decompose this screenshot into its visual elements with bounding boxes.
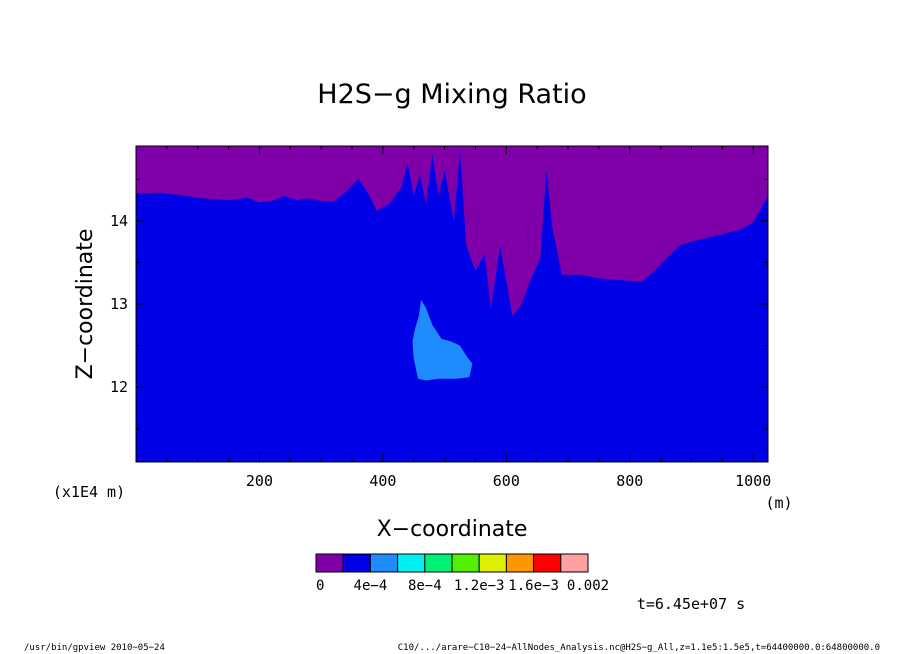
colorbar-swatch: [533, 553, 562, 573]
x-tick-label: 800: [616, 472, 643, 490]
colorbar-swatch: [451, 553, 480, 573]
footer-program: /usr/bin/gpview 2010−05−24: [24, 643, 165, 653]
x-tick-label: 1000: [735, 472, 771, 490]
y-ticks: 12 13 14: [110, 178, 768, 430]
colorbar-label: 4e−4: [354, 578, 388, 594]
time-annotation: t=6.45e+07 s: [637, 595, 745, 613]
footer-source: C10/.../arare−C10−24−AllNodes_Analysis.n…: [398, 643, 880, 653]
colorbar-swatch: [505, 553, 535, 573]
colorbar-swatch: [560, 553, 589, 573]
chart-title: H2S−g Mixing Ratio: [317, 79, 586, 110]
colorbar-swatch: [478, 553, 507, 573]
top-region-fill: [136, 146, 768, 317]
colorbar-swatch: [397, 553, 426, 573]
colorbar-label: 1.6e−3: [508, 578, 559, 594]
colorbar-swatch: [369, 553, 399, 573]
colorbar-swatch: [342, 553, 371, 573]
patch-region-fill: [412, 299, 473, 381]
colorbar-label: 0.002: [567, 578, 609, 594]
x-tick-label: 400: [369, 472, 396, 490]
y-tick-label: 12: [110, 378, 128, 396]
x-tick-label: 200: [246, 472, 273, 490]
colorbar: 0 4e−4 8e−4 1.2e−3 1.6e−3 0.002: [315, 553, 609, 594]
y-multiplier-label: (x1E4 m): [53, 483, 125, 501]
plot-area: 200 400 600 800 1000 12 13 14: [110, 145, 771, 490]
x-unit-label: (m): [765, 494, 792, 512]
x-tick-label: 600: [493, 472, 520, 490]
y-tick-label: 13: [110, 295, 128, 313]
colorbar-label: 1.2e−3: [454, 578, 505, 594]
x-ticks: 200 400 600 800 1000: [166, 146, 771, 490]
colorbar-swatch: [424, 553, 453, 573]
colorbar-label: 8e−4: [408, 578, 442, 594]
x-axis-label: X−coordinate: [377, 517, 528, 542]
colorbar-label: 0: [316, 578, 324, 594]
y-tick-label: 14: [110, 212, 128, 230]
y-axis-label: Z−coordinate: [73, 229, 98, 380]
colorbar-swatch: [315, 553, 344, 573]
